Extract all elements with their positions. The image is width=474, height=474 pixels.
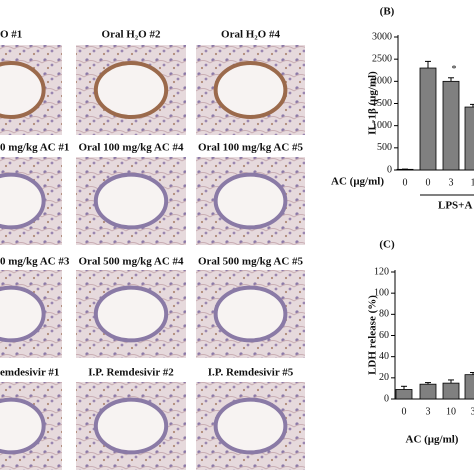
x-axis-title: AC (μg/ml) xyxy=(406,434,459,446)
panel-label: 0 mg/kg AC #1 xyxy=(0,142,69,154)
panel-label: Oral 500 mg/kg AC #5 xyxy=(198,256,304,268)
bar xyxy=(464,374,474,400)
panel-label: Oral 100 mg/kg AC #4 xyxy=(78,142,184,154)
panel-letter: (B) xyxy=(380,6,395,18)
panel-label: Oral H₂O #4 xyxy=(221,29,280,41)
y-axis-title: LDH release (%) xyxy=(367,295,379,375)
y-tick-label: 80 xyxy=(379,309,389,320)
panel-label: Oral 500 mg/kg AC #4 xyxy=(78,256,184,268)
airway-lumen xyxy=(93,397,169,455)
panel-label: O #1 xyxy=(0,29,22,41)
bar xyxy=(442,80,460,171)
panel-label: emdesivir #1 xyxy=(0,367,59,379)
y-tick-label: 0 xyxy=(387,164,392,175)
charts: (B)IL-1β (μg/ml)050010001500200025003000… xyxy=(331,6,474,446)
airway-lumen xyxy=(93,172,169,230)
panel-label: I.P. Remdesivir #5 xyxy=(208,367,294,379)
y-tick-label: 500 xyxy=(377,142,392,153)
y-tick-label: 40 xyxy=(379,351,389,362)
x-axis-title: AC (μg/ml) xyxy=(331,176,384,188)
airway-lumen xyxy=(213,285,288,343)
bar xyxy=(419,67,437,171)
y-tick-label: 20 xyxy=(379,372,389,383)
y-tick-label: 100 xyxy=(374,287,389,298)
x-tick-label: 10 xyxy=(446,406,456,417)
airway-lumen xyxy=(93,61,169,119)
x-tick-label: 0 xyxy=(403,177,408,188)
bar xyxy=(442,382,460,400)
y-tick-label: 3000 xyxy=(372,31,392,42)
x-tick-label: 0 xyxy=(426,177,431,188)
y-tick-label: 1000 xyxy=(372,120,392,131)
group-label: LPS+A xyxy=(438,200,472,212)
airway-lumen xyxy=(93,285,169,343)
y-tick-label: 1500 xyxy=(372,98,392,109)
panel-label: Oral 100 mg/kg AC #5 xyxy=(198,142,304,154)
panel-label: Oral H₂O #2 xyxy=(102,29,161,41)
significance-marker: * xyxy=(452,64,457,75)
x-tick-label: 3 xyxy=(426,406,431,417)
airway-lumen xyxy=(0,397,46,455)
x-tick-label: 0 xyxy=(402,406,407,417)
y-tick-label: 2000 xyxy=(372,76,392,87)
panel-letter: (C) xyxy=(379,239,395,251)
airway-lumen xyxy=(0,172,46,230)
y-tick-label: 0 xyxy=(384,393,389,404)
bar xyxy=(395,389,413,400)
bar xyxy=(464,106,474,171)
x-tick-label: 3 xyxy=(449,177,454,188)
bar xyxy=(419,383,437,400)
airway-lumen xyxy=(0,61,46,119)
airway-lumen xyxy=(213,397,288,455)
y-tick-label: 60 xyxy=(379,330,389,341)
histology-panel: O #1 Oral H₂O #2 Oral H₂O #4 0 mg/kg AC #1 O… xyxy=(0,29,305,470)
y-tick-label: 2500 xyxy=(372,53,392,64)
x-tick-label: 3 xyxy=(471,406,474,417)
airway-lumen xyxy=(0,285,46,343)
airway-lumen xyxy=(213,61,288,119)
y-axis-title: IL-1β (μg/ml) xyxy=(367,71,379,135)
airway-lumen xyxy=(213,172,288,230)
x-tick-label: 1 xyxy=(471,177,474,188)
panel-label: 0 mg/kg AC #3 xyxy=(0,256,70,268)
panel-label: I.P. Remdesivir #2 xyxy=(88,367,174,379)
y-tick-label: 120 xyxy=(374,266,389,277)
